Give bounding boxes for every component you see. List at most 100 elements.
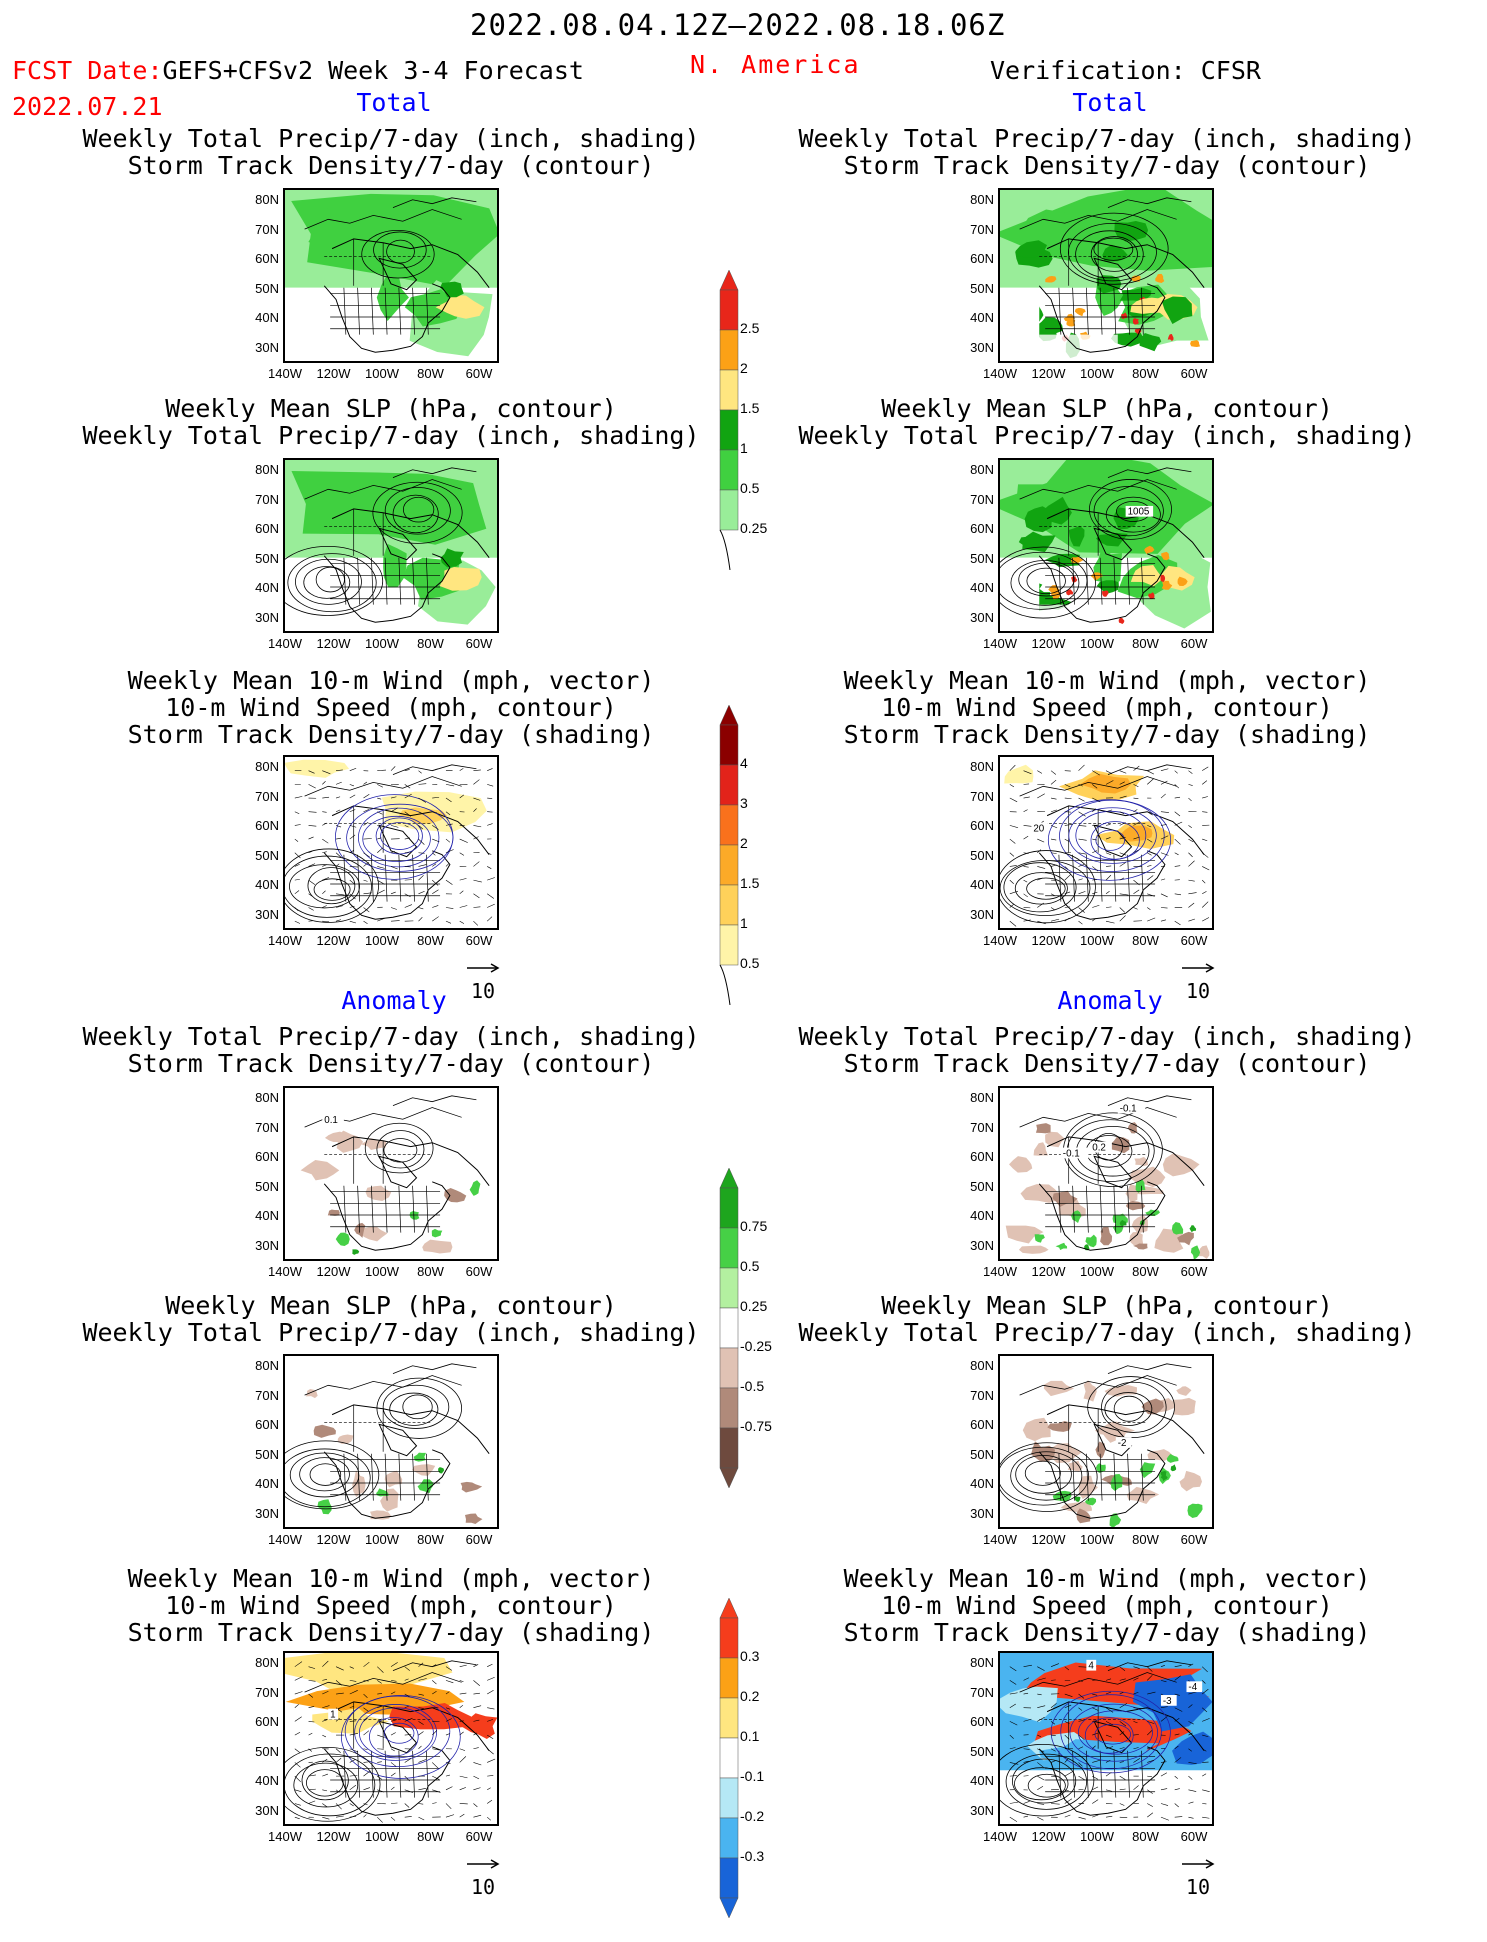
- vector-reference-value: 10: [1186, 979, 1210, 1003]
- panel-title-line: Weekly Total Precip/7-day (inch, shading…: [81, 1319, 701, 1346]
- svg-text:-3: -3: [1163, 1696, 1172, 1707]
- colorbar-tick-label: 1.5: [740, 400, 759, 416]
- lat-tick-label: 70N: [243, 1685, 279, 1700]
- lat-tick-label: 80N: [958, 192, 994, 207]
- lon-tick-label: 100W: [1075, 1829, 1119, 1844]
- vector-reference-value: 10: [471, 979, 495, 1003]
- panel-title-line: Weekly Total Precip/7-day (inch, shading…: [81, 125, 701, 152]
- lon-tick-label: 80W: [1124, 1829, 1168, 1844]
- colorbar-tick-label: 0.5: [740, 480, 759, 496]
- lat-tick-label: 40N: [958, 310, 994, 325]
- fcst-prefix: FCST Date:: [12, 56, 163, 85]
- lat-tick-label: 30N: [958, 1803, 994, 1818]
- panel-title-line: Storm Track Density/7-day (shading): [797, 1619, 1417, 1646]
- verification-label: Verification: CFSR: [990, 56, 1261, 85]
- svg-text:-4: -4: [1188, 1682, 1197, 1693]
- lat-tick-label: 40N: [243, 1476, 279, 1491]
- colorbar-tick-label: -0.75: [740, 1418, 772, 1434]
- lon-tick-label: 140W: [978, 933, 1022, 948]
- lon-tick-label: 140W: [978, 1264, 1022, 1279]
- colorbar-tick-label: 1.5: [740, 875, 759, 891]
- lat-tick-label: 70N: [243, 222, 279, 237]
- vector-reference: 10: [1178, 955, 1218, 1003]
- lat-tick-label: 80N: [958, 462, 994, 477]
- lon-tick-label: 60W: [457, 366, 501, 381]
- lon-tick-label: 140W: [263, 933, 307, 948]
- colorbar-tick-label: 2.5: [740, 320, 759, 336]
- panel-title-line: Weekly Total Precip/7-day (inch, shading…: [797, 1319, 1417, 1346]
- colorbar-tick-label: 2: [740, 360, 748, 376]
- lon-tick-label: 80W: [1124, 933, 1168, 948]
- lon-tick-label: 100W: [1075, 1532, 1119, 1547]
- panel-title-line: Storm Track Density/7-day (shading): [81, 721, 701, 748]
- colorbar-tick-label: 2: [740, 835, 748, 851]
- lon-tick-label: 80W: [409, 1532, 453, 1547]
- panel-title-wind_storm-left-5: Weekly Mean 10-m Wind (mph, vector)10-m …: [81, 1565, 701, 1646]
- lon-tick-label: 120W: [312, 1532, 356, 1547]
- lat-tick-label: 30N: [243, 610, 279, 625]
- lon-tick-label: 80W: [409, 933, 453, 948]
- lat-tick-label: 60N: [243, 1714, 279, 1729]
- lat-tick-label: 60N: [243, 1417, 279, 1432]
- lon-tick-label: 100W: [360, 1532, 404, 1547]
- lon-tick-label: 140W: [263, 366, 307, 381]
- panel-title-line: Storm Track Density/7-day (contour): [797, 152, 1417, 179]
- panel-title-line: 10-m Wind Speed (mph, contour): [81, 1592, 701, 1619]
- lat-tick-label: 80N: [958, 1090, 994, 1105]
- lon-tick-label: 100W: [360, 636, 404, 651]
- lat-tick-label: 60N: [958, 521, 994, 536]
- colorbar-tick-label: 4: [740, 755, 748, 771]
- lon-tick-label: 60W: [1172, 933, 1216, 948]
- colorbar-tick-label: -0.5: [740, 1378, 764, 1394]
- svg-text:-0.1: -0.1: [1120, 1103, 1137, 1114]
- lon-tick-label: 120W: [312, 1264, 356, 1279]
- lat-tick-label: 60N: [958, 1149, 994, 1164]
- lat-tick-label: 30N: [958, 907, 994, 922]
- lat-tick-label: 30N: [958, 1238, 994, 1253]
- panel-title-wind_storm-left-2: Weekly Mean 10-m Wind (mph, vector)10-m …: [81, 667, 701, 748]
- panel-title-wind_storm-right-2: Weekly Mean 10-m Wind (mph, vector)10-m …: [797, 667, 1417, 748]
- lat-tick-label: 40N: [958, 1208, 994, 1223]
- colorbar-tick-label: -0.3: [740, 1848, 764, 1864]
- lon-tick-label: 80W: [409, 1829, 453, 1844]
- lat-tick-label: 80N: [243, 192, 279, 207]
- map-panel-left-5: 1: [283, 1651, 499, 1826]
- panel-title-line: Weekly Total Precip/7-day (inch, shading…: [81, 422, 701, 449]
- lat-tick-label: 50N: [243, 281, 279, 296]
- lon-tick-label: 100W: [1075, 933, 1119, 948]
- lon-tick-label: 60W: [457, 1264, 501, 1279]
- lat-tick-label: 30N: [958, 340, 994, 355]
- lon-tick-label: 100W: [360, 1264, 404, 1279]
- lon-tick-label: 120W: [312, 366, 356, 381]
- panel-title-line: Weekly Mean 10-m Wind (mph, vector): [797, 1565, 1417, 1592]
- lat-tick-label: 30N: [958, 1506, 994, 1521]
- lon-tick-label: 140W: [978, 1532, 1022, 1547]
- colorbar-tick-label: 1: [740, 915, 748, 931]
- map-panel-left-4: [283, 1354, 499, 1529]
- region-label: N. America: [690, 50, 861, 79]
- map-panel-right-5: 4-3-4: [998, 1651, 1214, 1826]
- panel-title-line: 10-m Wind Speed (mph, contour): [797, 694, 1417, 721]
- lat-tick-label: 70N: [243, 789, 279, 804]
- lat-tick-label: 50N: [243, 1744, 279, 1759]
- lat-tick-label: 40N: [958, 1773, 994, 1788]
- lon-tick-label: 60W: [1172, 366, 1216, 381]
- lat-tick-label: 60N: [243, 818, 279, 833]
- lat-tick-label: 30N: [243, 1506, 279, 1521]
- lat-tick-label: 30N: [958, 610, 994, 625]
- forecast-date: 2022.07.21: [12, 92, 163, 121]
- lat-tick-label: 50N: [958, 848, 994, 863]
- colorbar-tick-label: 0.1: [740, 1728, 759, 1744]
- lon-tick-label: 120W: [1027, 1829, 1071, 1844]
- panel-title-precip_storm-right-3: Weekly Total Precip/7-day (inch, shading…: [797, 1023, 1417, 1077]
- lon-tick-label: 120W: [1027, 1532, 1071, 1547]
- panel-title-precip_storm-left-0: Weekly Total Precip/7-day (inch, shading…: [81, 125, 701, 179]
- svg-text:0.2: 0.2: [1092, 1143, 1106, 1154]
- colorbar-tick-label: 0.75: [740, 1218, 767, 1234]
- date-range-title: 2022.08.04.12Z–2022.08.18.06Z: [470, 8, 1005, 42]
- lon-tick-label: 100W: [360, 1829, 404, 1844]
- lat-tick-label: 50N: [243, 551, 279, 566]
- lon-tick-label: 120W: [1027, 933, 1071, 948]
- lat-tick-label: 70N: [958, 492, 994, 507]
